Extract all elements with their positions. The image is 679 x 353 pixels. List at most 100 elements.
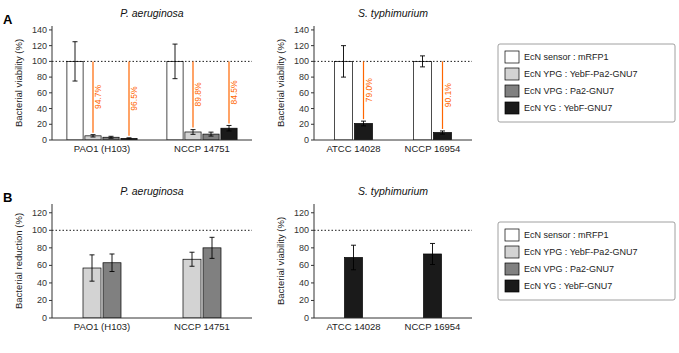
annotation: 94.7%: [93, 85, 103, 110]
y-tick: [311, 61, 314, 62]
error-bar: [210, 237, 215, 258]
error-cap: [209, 132, 214, 133]
y-tick: [311, 230, 314, 231]
error-cap: [109, 136, 114, 137]
reference-line: [52, 61, 252, 62]
legend-swatch: [505, 229, 519, 241]
y-tick: [49, 77, 52, 78]
error-cap: [109, 138, 114, 139]
legend-frame: [498, 44, 675, 122]
y-tick: [49, 282, 52, 283]
y-tick: [311, 265, 314, 266]
y-tick: [311, 108, 314, 109]
error-cap: [209, 136, 214, 137]
x-axis-line: [314, 140, 472, 141]
error-cap: [173, 78, 178, 79]
error-bar: [127, 138, 132, 139]
title: P. aeruginosa: [120, 7, 184, 19]
x-axis-line: [314, 318, 472, 319]
error-bar: [361, 121, 366, 126]
y-tick-label: 40: [37, 104, 47, 114]
error-cap: [227, 130, 232, 131]
title: S. typhimurium: [358, 185, 428, 197]
legend-entry: EcN YPG : YebF-Pa2-GNU7: [524, 247, 637, 257]
plot-area: [314, 230, 472, 318]
legend-entry: EcN VPG : Pa2-GNU7: [524, 86, 614, 96]
y-tick: [49, 140, 52, 141]
legend-entry: EcN YPG : YebF-Pa2-GNU7: [524, 69, 637, 79]
reference-line: [314, 61, 472, 62]
error-cap: [210, 237, 215, 238]
error-cap: [341, 45, 346, 46]
error-cap: [440, 134, 445, 135]
legend: EcN sensor : mRFP1EcN YPG : YebF-Pa2-GNU…: [498, 222, 675, 300]
error-line: [192, 252, 193, 266]
error-cap: [420, 66, 425, 67]
error-cap: [190, 266, 195, 267]
x-tick-label: ATCC 14028: [326, 321, 380, 332]
y-tick-label: 120: [294, 208, 309, 218]
x-tick-label: ATCC 14028: [326, 143, 380, 154]
y-tick-label: 60: [37, 88, 47, 98]
error-cap: [440, 130, 445, 131]
x-axis-line: [52, 318, 252, 319]
x-tick-label: NCCP 14751: [174, 321, 230, 332]
y-tick-label: 100: [32, 225, 47, 235]
error-cap: [430, 264, 435, 265]
y-tick-label: 0: [42, 135, 47, 145]
error-bar: [227, 125, 232, 131]
y-tick: [311, 247, 314, 248]
error-line: [229, 125, 230, 131]
error-cap: [91, 134, 96, 135]
panel: 020406080100120ATCC 14028NCCP 16954Bacte…: [275, 185, 472, 332]
legend-swatch: [505, 68, 519, 80]
error-cap: [90, 281, 95, 282]
error-cap: [191, 134, 196, 135]
bar: [355, 123, 373, 140]
error-cap: [73, 41, 78, 42]
y-tick-label: 100: [32, 56, 47, 66]
error-cap: [127, 137, 132, 138]
y-tick-label: 0: [304, 313, 309, 323]
legend-entry: EcN VPG : Pa2-GNU7: [524, 264, 614, 274]
error-cap: [173, 44, 178, 45]
error-cap: [91, 137, 96, 138]
error-line: [442, 131, 443, 134]
error-cap: [227, 125, 232, 126]
y-tick: [49, 212, 52, 213]
y-tick: [49, 265, 52, 266]
y-tick: [49, 124, 52, 125]
error-cap: [430, 243, 435, 244]
y-tick-label: 80: [37, 72, 47, 82]
y-tick: [49, 108, 52, 109]
x-tick-label: NCCP 16954: [405, 143, 461, 154]
y-tick-label: 20: [37, 119, 47, 129]
y-tick: [311, 124, 314, 125]
figure: 020406080100120140PAO1 (H103)NCCP 14751B…: [0, 0, 679, 353]
error-line: [112, 254, 113, 272]
legend-swatch: [505, 51, 519, 63]
error-cap: [190, 252, 195, 253]
error-cap: [351, 269, 356, 270]
error-line: [363, 121, 364, 126]
error-bar: [190, 252, 195, 266]
annotation: 90.1%: [443, 83, 453, 108]
error-line: [211, 132, 212, 136]
y-tick: [49, 300, 52, 301]
y-tick: [311, 318, 314, 319]
reference-line: [314, 230, 472, 231]
y-tick: [311, 92, 314, 93]
error-bar: [351, 245, 356, 270]
error-cap: [90, 254, 95, 255]
legend-swatch: [505, 102, 519, 114]
error-bar: [440, 131, 445, 134]
y-tick-label: 0: [42, 313, 47, 323]
error-line: [353, 245, 354, 270]
error-cap: [341, 77, 346, 78]
bar: [414, 61, 432, 140]
y-tick: [311, 29, 314, 30]
y-tick-label: 20: [299, 119, 309, 129]
error-cap: [110, 253, 115, 254]
error-bar: [110, 254, 115, 272]
y-tick: [49, 230, 52, 231]
